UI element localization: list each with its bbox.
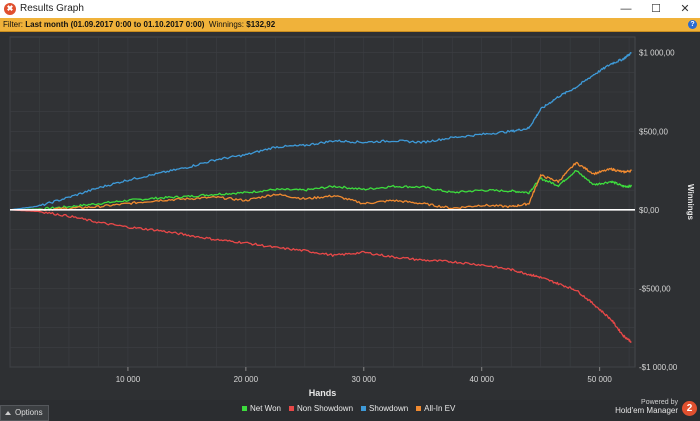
legend-swatch bbox=[242, 406, 247, 412]
app-icon: ✖ bbox=[4, 3, 16, 15]
legend-label: Showdown bbox=[369, 404, 409, 413]
close-button[interactable]: ✕ bbox=[680, 3, 690, 15]
chart-legend: Net Won Non Showdown Showdown All-In EV bbox=[242, 404, 463, 413]
x-tick-label: 50 000 bbox=[587, 375, 612, 384]
legend-item[interactable]: Net Won bbox=[242, 404, 281, 413]
legend-item[interactable]: Showdown bbox=[361, 404, 408, 413]
filter-text: Filter: Last month (01.09.2017 0:00 to 0… bbox=[3, 18, 275, 31]
winnings-value: $132,92 bbox=[246, 20, 276, 29]
legend-swatch bbox=[416, 406, 422, 412]
series-line bbox=[9, 52, 632, 211]
x-tick-label: 30 000 bbox=[352, 375, 377, 384]
x-axis-title: Hands bbox=[309, 388, 337, 398]
filter-value: Last month (01.09.2017 0:00 to 01.10.201… bbox=[25, 20, 205, 29]
legend-swatch bbox=[288, 406, 294, 412]
chevron-up-icon bbox=[5, 410, 11, 415]
y-axis-title: Winnings bbox=[686, 184, 695, 220]
help-icon[interactable]: ? bbox=[688, 20, 697, 29]
filter-prefix: Filter: bbox=[3, 20, 26, 29]
hm-logo-icon: 2 bbox=[682, 401, 697, 416]
y-tick-label: -$500,00 bbox=[639, 284, 671, 293]
powered-by-text: Powered by bbox=[641, 399, 678, 406]
y-tick-label: $1 000,00 bbox=[639, 49, 675, 58]
y-tick-label: $500,00 bbox=[639, 127, 668, 136]
legend-swatch bbox=[361, 406, 367, 412]
title-bar: ✖ Results Graph — ☐ ✕ bbox=[0, 0, 700, 19]
legend-label: Net Won bbox=[250, 404, 281, 413]
results-chart-area: 10 000 20 000 30 000 40 000 50 000 $1 000,00 $… bbox=[0, 32, 700, 400]
y-tick-label: $0,00 bbox=[639, 206, 660, 215]
series-line bbox=[10, 209, 632, 343]
x-tick-label: 10 000 bbox=[116, 375, 141, 384]
results-chart: 10 000 20 000 30 000 40 000 50 000 $1 000,00 $… bbox=[9, 36, 695, 398]
product-name: Hold'em Manager bbox=[615, 406, 678, 415]
y-tick-label: -$1 000,00 bbox=[639, 363, 678, 372]
minimize-button[interactable]: — bbox=[620, 3, 632, 15]
winnings-label: Winnings: bbox=[208, 20, 247, 29]
series-line bbox=[9, 170, 633, 211]
legend-label: Non Showdown bbox=[296, 404, 354, 413]
series-line bbox=[10, 161, 632, 212]
maximize-button[interactable]: ☐ bbox=[651, 3, 661, 15]
x-tick-label: 20 000 bbox=[234, 375, 259, 384]
x-tick-label: 40 000 bbox=[469, 375, 494, 384]
legend-item[interactable]: Non Showdown bbox=[288, 404, 354, 413]
legend-item[interactable]: All-In EV bbox=[416, 404, 455, 413]
options-label: Options bbox=[15, 408, 43, 417]
options-button[interactable]: Options bbox=[0, 405, 49, 421]
plot-area bbox=[9, 36, 636, 368]
bottom-bar bbox=[0, 400, 700, 419]
window-title: Results Graph bbox=[20, 3, 84, 14]
legend-label: All-In EV bbox=[424, 404, 456, 413]
powered-by-block: Powered by Hold'em Manager bbox=[615, 399, 678, 415]
filter-bar[interactable]: Filter: Last month (01.09.2017 0:00 to 0… bbox=[0, 18, 700, 32]
